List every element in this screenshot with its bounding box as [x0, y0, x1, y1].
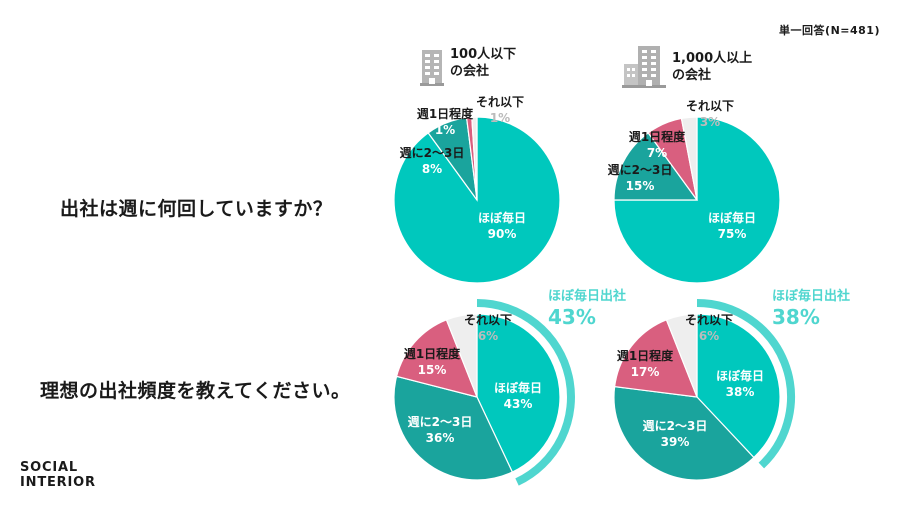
- pct-current-large-less: 3%: [700, 115, 720, 129]
- pct-current-large-once: 7%: [647, 146, 667, 160]
- slice-ideal-small-less: [445, 313, 478, 398]
- slice-ideal-large-two-three: [613, 385, 755, 481]
- label-current-large-two-three: 週に2〜3日: [608, 162, 673, 177]
- question-current: 出社は週に何回していますか？: [60, 198, 333, 220]
- pct-ideal-large-daily: 38%: [726, 385, 755, 399]
- pct-ideal-small-once: 15%: [418, 363, 447, 377]
- label-ideal-large-two-three: 週に2〜3日: [643, 418, 708, 433]
- slice-ideal-small-once: [395, 319, 478, 398]
- label-ideal-small-two-three: 週に2〜3日: [408, 414, 473, 429]
- label-current-large-less: それ以下: [686, 99, 734, 113]
- pct-ideal-small-daily: 43%: [504, 397, 533, 411]
- label-current-large-daily: ほぼ毎日: [708, 210, 756, 225]
- highlight-pct-ideal-large: 38%: [772, 305, 820, 329]
- pct-ideal-large-once: 17%: [631, 365, 660, 379]
- pct-current-small-two-three: 8%: [422, 162, 442, 176]
- pct-current-small-once: 1%: [435, 123, 455, 137]
- pct-ideal-small-two-three: 36%: [426, 431, 455, 445]
- group-small-line1: 100人以下: [450, 47, 517, 62]
- label-ideal-large-less: それ以下: [685, 313, 733, 327]
- highlight-arc-ideal-large: [696, 299, 795, 469]
- slice-ideal-small-daily: [476, 313, 561, 473]
- group-large-line2: の会社: [672, 68, 712, 83]
- label-current-large-once: 週1日程度: [629, 129, 686, 144]
- small-building-icon: [420, 50, 444, 86]
- label-ideal-small-daily: ほぼ毎日: [494, 380, 542, 395]
- pct-current-large-two-three: 15%: [626, 179, 655, 193]
- slice-ideal-large-daily: [696, 313, 781, 459]
- slice-current-large-daily: [613, 116, 781, 284]
- label-ideal-small-once: 週1日程度: [404, 346, 461, 361]
- slice-current-large-less: [680, 116, 698, 201]
- label-current-small-less: それ以下: [476, 95, 524, 109]
- slice-ideal-large-once: [613, 319, 698, 398]
- logo: SOCIAL INTERIOR: [20, 460, 96, 490]
- group-small-line2: の会社: [450, 64, 490, 79]
- label-ideal-large-daily: ほぼ毎日: [716, 368, 764, 383]
- highlight-label-ideal-large: ほぼ毎日出社: [772, 288, 850, 304]
- slice-ideal-large-less: [665, 313, 698, 398]
- highlight-pct-ideal-small: 43%: [548, 305, 596, 329]
- logo-line1: SOCIAL: [20, 460, 78, 475]
- pct-current-small-daily: 90%: [488, 227, 517, 241]
- label-current-small-two-three: 週に2〜3日: [400, 145, 465, 160]
- pct-ideal-small-less: 6%: [478, 329, 498, 343]
- pct-current-large-daily: 75%: [718, 227, 747, 241]
- response-note: 単一回答(N=481): [779, 24, 880, 37]
- pct-current-small-less: 1%: [490, 111, 510, 125]
- large-building-icon: [622, 46, 666, 88]
- group-header-large: 1,000人以上 の会社: [622, 44, 752, 88]
- group-large-line1: 1,000人以上: [672, 51, 753, 66]
- label-current-small-daily: ほぼ毎日: [478, 210, 526, 225]
- highlight-arc-ideal-small: [476, 299, 575, 486]
- label-ideal-small-less: それ以下: [464, 313, 512, 327]
- logo-line2: INTERIOR: [20, 475, 96, 490]
- slice-ideal-small-two-three: [393, 375, 514, 481]
- label-current-small-once: 週1日程度: [417, 106, 474, 121]
- pct-ideal-large-two-three: 39%: [661, 435, 690, 449]
- slice-current-large-two-three: [613, 132, 699, 201]
- group-header-small: 100人以下 の会社: [420, 46, 516, 86]
- slice-current-small-less: [471, 116, 478, 201]
- highlight-label-ideal-small: ほぼ毎日出社: [548, 288, 626, 304]
- pct-ideal-large-less: 6%: [699, 329, 719, 343]
- label-ideal-large-once: 週1日程度: [617, 348, 674, 363]
- question-ideal: 理想の出社頻度を教えてください。: [40, 380, 351, 402]
